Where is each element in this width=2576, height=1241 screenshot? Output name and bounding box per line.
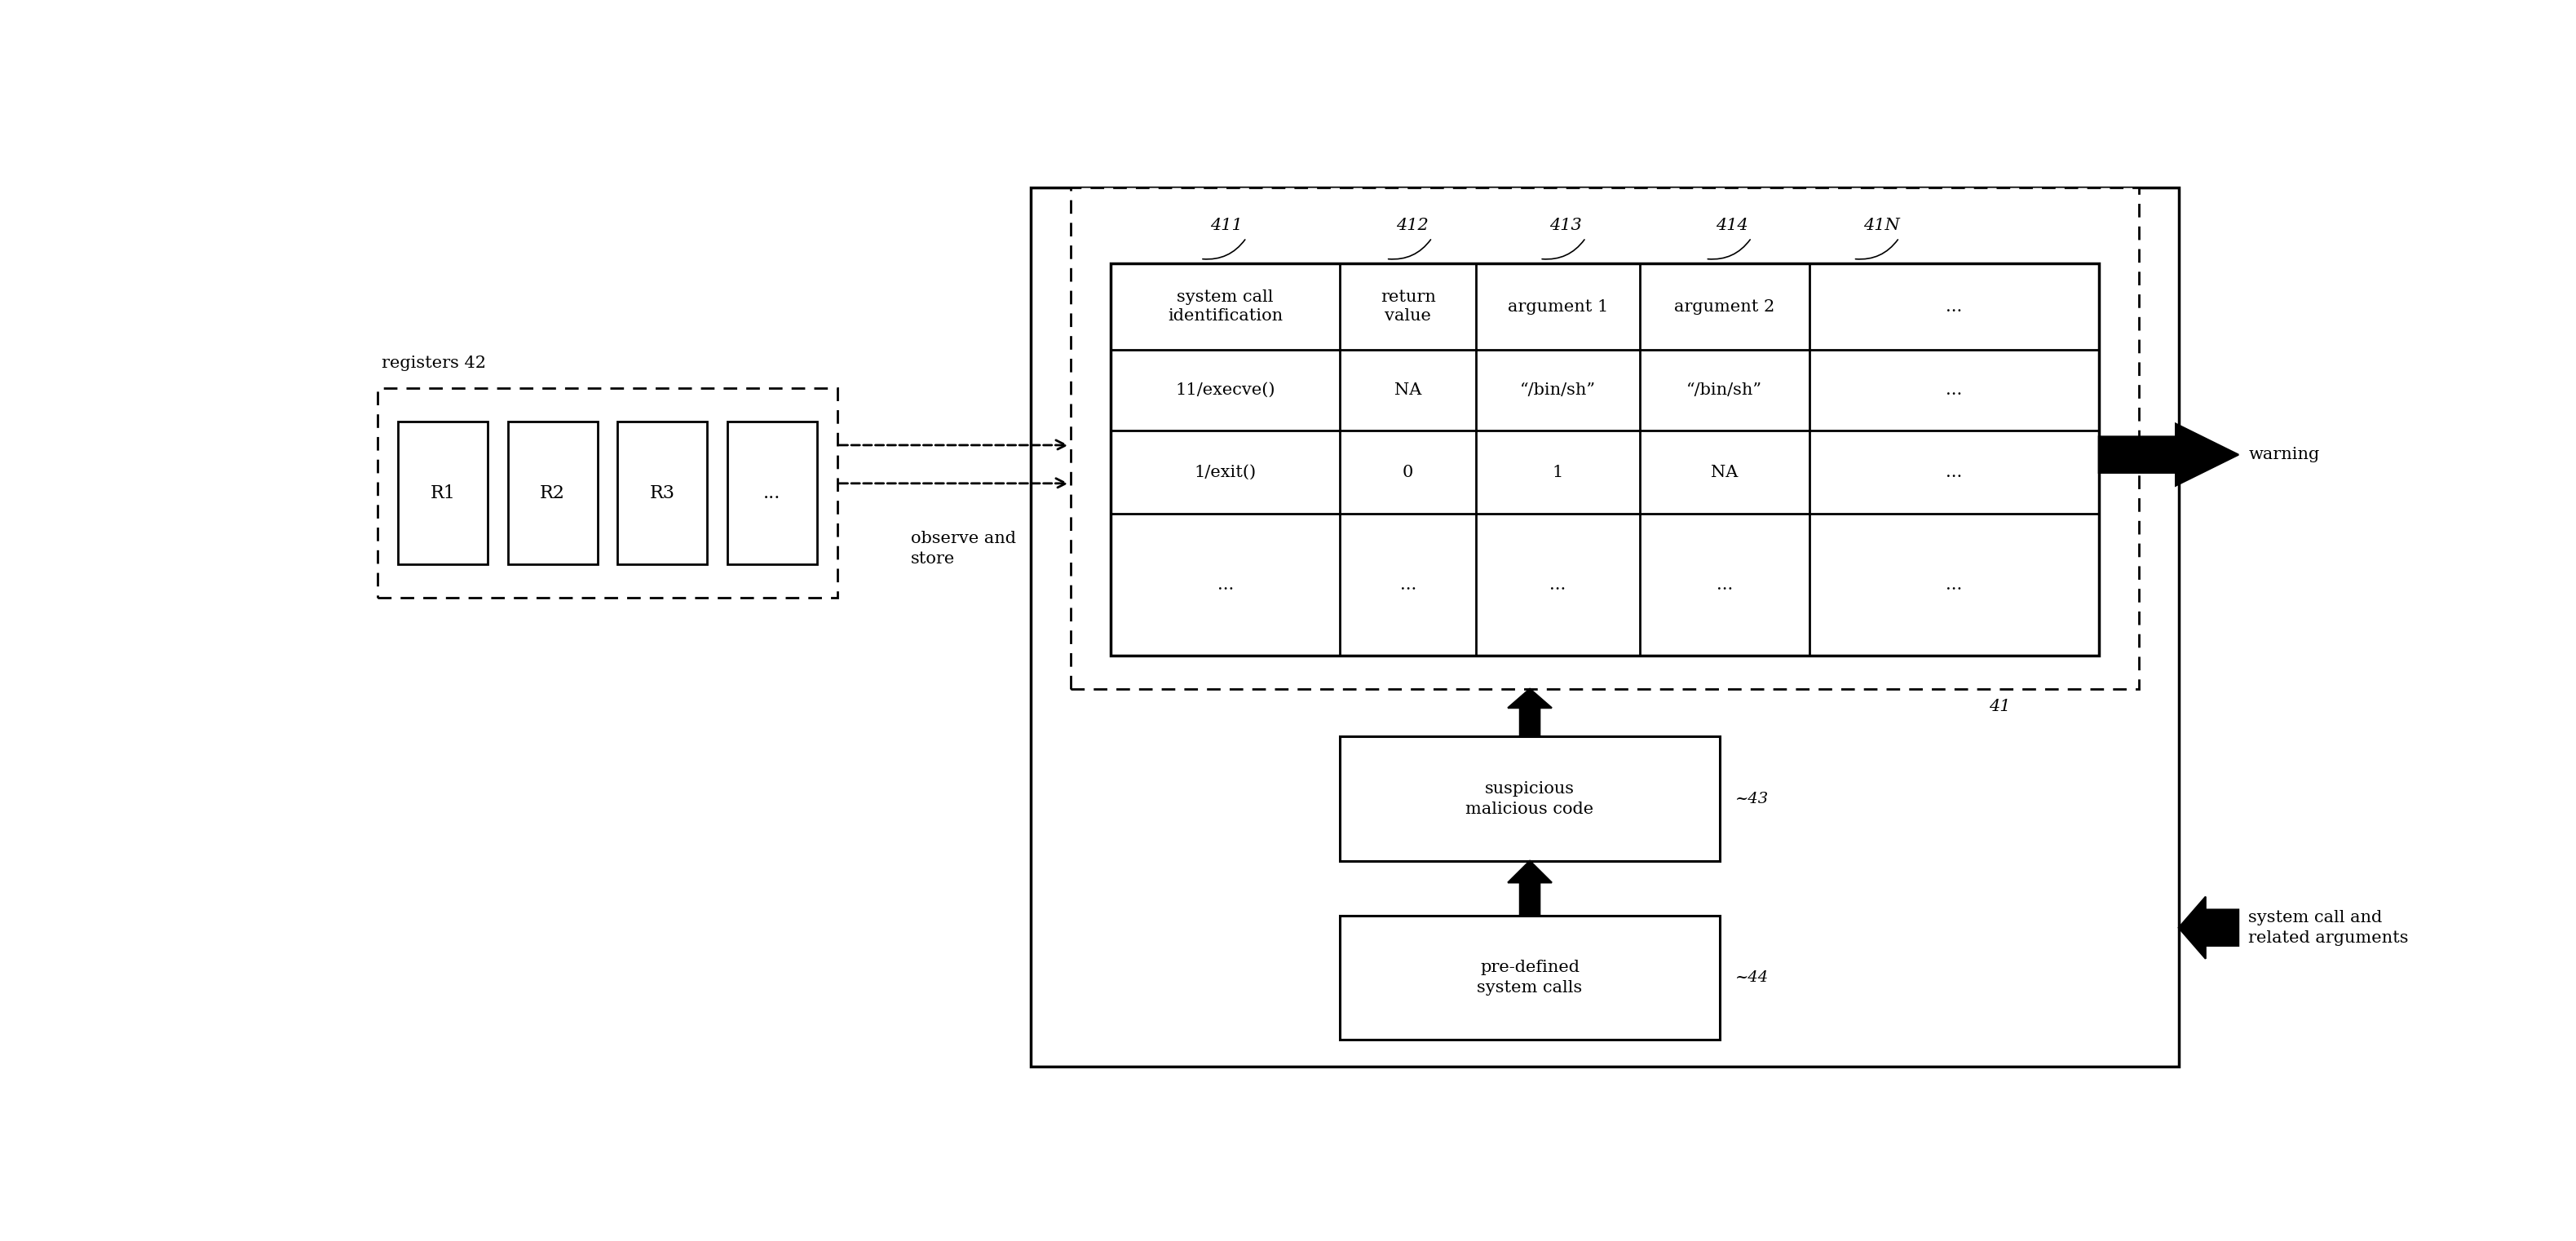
Text: ...: ... xyxy=(1945,464,1963,480)
Text: ...: ... xyxy=(1216,577,1234,592)
Text: ...: ... xyxy=(1945,382,1963,398)
Text: NA: NA xyxy=(1710,464,1739,480)
Polygon shape xyxy=(2179,897,2239,959)
Bar xyxy=(1030,187,2179,1066)
Bar xyxy=(379,387,837,598)
Text: argument 2: argument 2 xyxy=(1674,299,1775,314)
Text: observe and
store: observe and store xyxy=(912,531,1015,567)
Text: ...: ... xyxy=(1945,299,1963,314)
Text: R1: R1 xyxy=(430,484,456,501)
Text: 0: 0 xyxy=(1401,464,1414,480)
Text: R3: R3 xyxy=(649,484,675,501)
Text: 411: 411 xyxy=(1211,217,1242,233)
Text: system call
identification: system call identification xyxy=(1167,289,1283,324)
Text: ...: ... xyxy=(762,484,781,501)
Text: ...: ... xyxy=(1716,577,1734,592)
Text: argument 1: argument 1 xyxy=(1507,299,1607,314)
Text: 11/execve(): 11/execve() xyxy=(1175,382,1275,398)
Text: ...: ... xyxy=(1945,577,1963,592)
Polygon shape xyxy=(1507,861,1551,916)
Text: registers 42: registers 42 xyxy=(381,355,487,371)
Text: 41N: 41N xyxy=(1862,217,1899,233)
Text: R2: R2 xyxy=(541,484,564,501)
Bar xyxy=(1072,187,2138,689)
Polygon shape xyxy=(2099,423,2239,485)
Bar xyxy=(1110,263,2099,655)
Text: “/bin/sh”: “/bin/sh” xyxy=(1520,382,1595,398)
Bar xyxy=(507,422,598,565)
Polygon shape xyxy=(1507,689,1551,737)
Bar xyxy=(1340,737,1718,861)
Text: 41: 41 xyxy=(1989,699,2012,714)
Bar xyxy=(397,422,487,565)
Bar xyxy=(1340,916,1718,1040)
Text: 413: 413 xyxy=(1551,217,1582,233)
Text: return
value: return value xyxy=(1381,289,1435,324)
Text: 1/exit(): 1/exit() xyxy=(1195,464,1257,480)
Bar xyxy=(618,422,708,565)
Text: 1: 1 xyxy=(1553,464,1564,480)
Text: warning: warning xyxy=(2249,447,2318,463)
Text: ~44: ~44 xyxy=(1736,970,1770,985)
Text: “/bin/sh”: “/bin/sh” xyxy=(1687,382,1762,398)
Text: suspicious
malicious code: suspicious malicious code xyxy=(1466,781,1595,817)
Text: 412: 412 xyxy=(1396,217,1430,233)
Text: NA: NA xyxy=(1394,382,1422,398)
Bar xyxy=(726,422,817,565)
Text: ~43: ~43 xyxy=(1736,792,1770,807)
Text: 414: 414 xyxy=(1716,217,1749,233)
Text: ...: ... xyxy=(1551,577,1566,592)
Text: ...: ... xyxy=(1399,577,1417,592)
Text: system call and
related arguments: system call and related arguments xyxy=(2249,910,2409,946)
Text: pre-defined
system calls: pre-defined system calls xyxy=(1476,959,1582,995)
